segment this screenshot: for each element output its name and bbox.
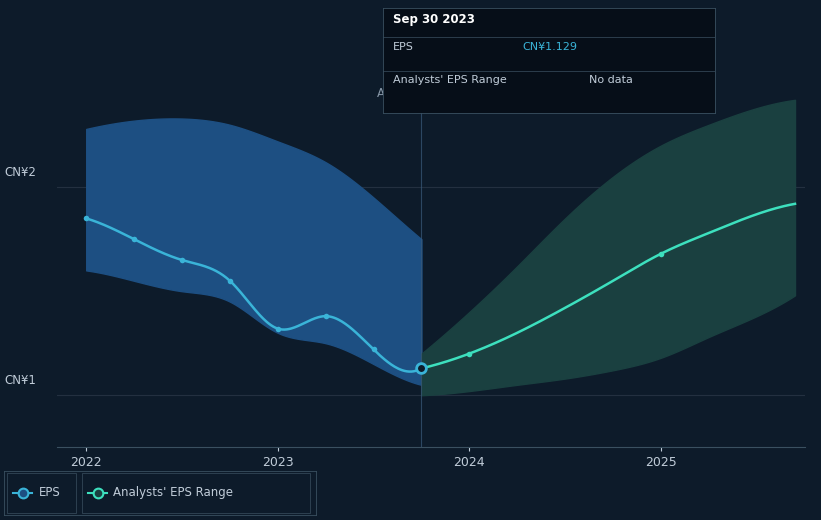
Text: Sep 30 2023: Sep 30 2023 bbox=[393, 13, 475, 26]
Text: Analysts' EPS Range: Analysts' EPS Range bbox=[113, 486, 233, 499]
Text: No data: No data bbox=[589, 75, 633, 85]
Text: EPS: EPS bbox=[393, 42, 414, 51]
Text: CN¥2: CN¥2 bbox=[4, 166, 36, 179]
Text: Analysts Forecasts: Analysts Forecasts bbox=[429, 87, 539, 100]
Text: EPS: EPS bbox=[39, 486, 60, 499]
Text: Actual: Actual bbox=[377, 87, 414, 100]
Text: Analysts' EPS Range: Analysts' EPS Range bbox=[393, 75, 507, 85]
Text: CN¥1.129: CN¥1.129 bbox=[522, 42, 577, 51]
Text: CN¥1: CN¥1 bbox=[4, 374, 36, 387]
